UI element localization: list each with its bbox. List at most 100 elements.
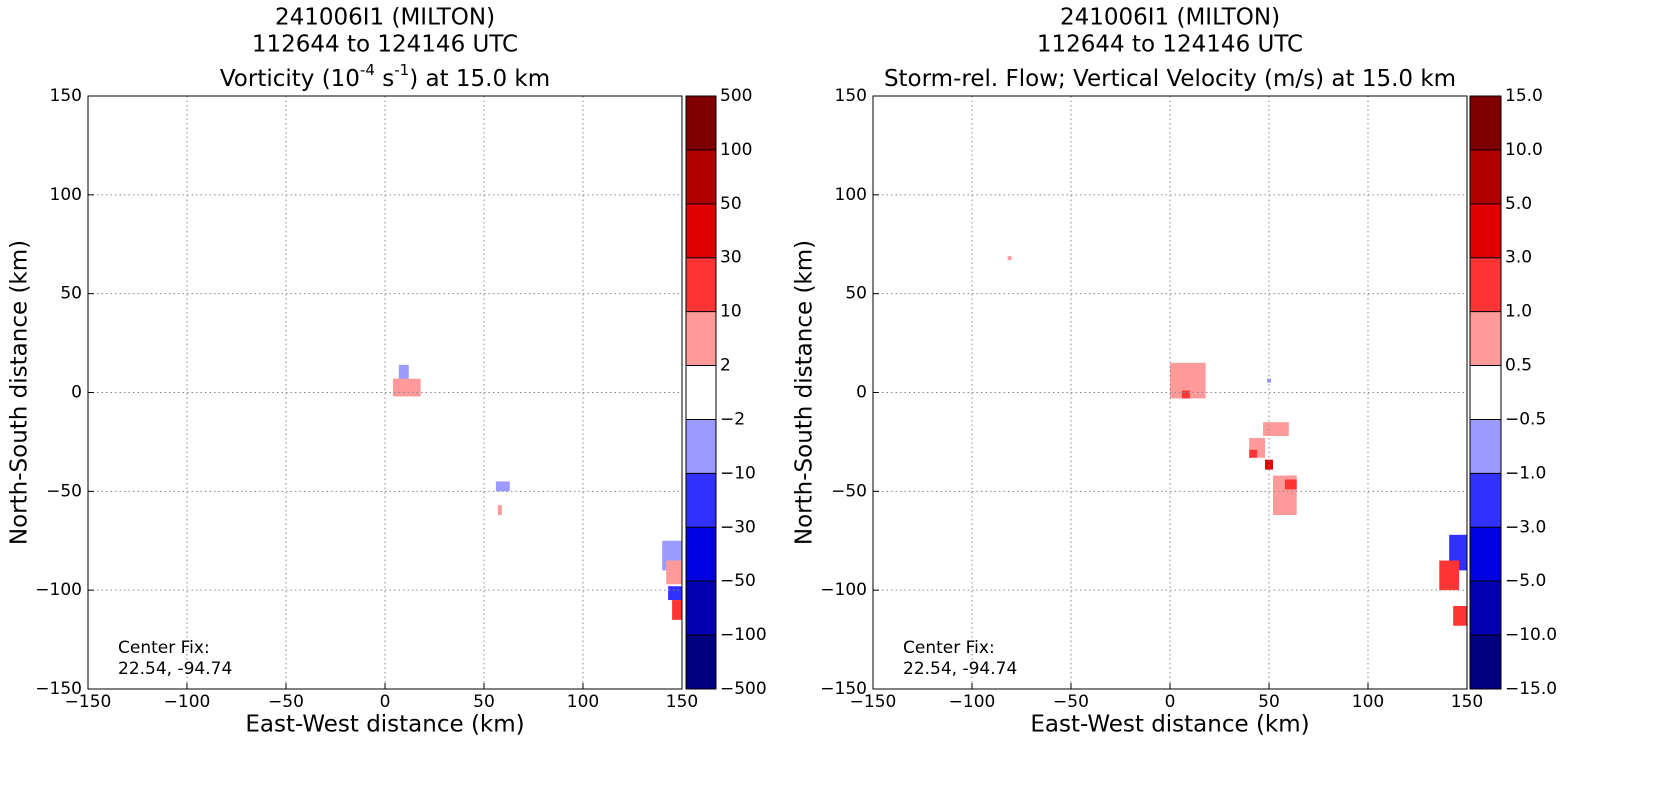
colorbar-band: [686, 635, 716, 689]
contour-region: [1007, 256, 1012, 261]
contour-region: [668, 586, 682, 601]
colorbar-band: [1470, 203, 1501, 258]
annotation: 22.54, -94.74: [118, 659, 232, 679]
colorbar-band: [686, 149, 716, 204]
title-part: s: [375, 66, 394, 92]
colorbar-band: [686, 473, 716, 528]
colorbar-band: [686, 365, 716, 420]
colorbar-label: 10.0: [1505, 140, 1543, 160]
contour-region: [392, 378, 421, 397]
title-part: ) at 15.0 km: [409, 66, 550, 92]
y-tick-label: 0: [71, 383, 82, 403]
colorbar-label: −0.5: [1505, 409, 1546, 429]
contour-region: [1263, 422, 1289, 436]
y-tick-label: 50: [845, 284, 867, 304]
contour-region: [1181, 390, 1190, 399]
colorbar-band: [1470, 149, 1501, 204]
plot-frame: [87, 95, 683, 690]
colorbar-band: [1470, 365, 1501, 420]
contour-region: [672, 600, 682, 620]
x-tick-label: 150: [666, 692, 698, 712]
colorbar-label: −3.0: [1505, 517, 1546, 537]
colorbar-band: [1470, 96, 1501, 150]
y-tick-label: −100: [820, 580, 867, 600]
contour-region: [1265, 459, 1273, 470]
contour-region: [1439, 560, 1460, 591]
colorbar-label: 3.0: [1505, 248, 1532, 268]
x-tick-label: −150: [65, 692, 112, 712]
colorbar-band: [1470, 527, 1501, 582]
x-tick-label: −100: [164, 692, 211, 712]
colorbar-band: [1470, 311, 1501, 366]
chart-title: 112644 to 124146 UTC: [252, 32, 518, 58]
chart-title: 112644 to 124146 UTC: [1037, 32, 1303, 58]
colorbar-band: [686, 96, 716, 150]
colorbar-label: −1.0: [1505, 463, 1546, 483]
colorbar-frame: [1469, 95, 1502, 690]
annotation: Center Fix:: [118, 638, 210, 658]
x-axis-label: East-West distance (km): [1030, 712, 1309, 738]
annotation: Center Fix:: [903, 638, 995, 658]
chart-title: Vorticity (10-4 s-1) at 15.0 km: [220, 61, 550, 92]
y-tick-label: 150: [835, 86, 867, 106]
colorbar-band: [686, 527, 716, 582]
y-tick-label: −150: [35, 679, 82, 699]
y-tick-label: 50: [60, 284, 82, 304]
x-axis-label: East-West distance (km): [245, 712, 524, 738]
x-tick-label: 100: [567, 692, 599, 712]
colorbar-label: 50: [720, 194, 742, 214]
y-axis-label: North-South distance (km): [7, 240, 33, 545]
colorbar-label: −15.0: [1505, 679, 1557, 699]
annotation: 22.54, -94.74: [903, 659, 1017, 679]
colorbar-label: −100: [720, 625, 767, 645]
title-part: Storm-rel. Flow; Vertical Velocity (m/s)…: [884, 66, 1456, 92]
y-tick-label: 100: [50, 185, 82, 205]
y-axis-label: North-South distance (km): [792, 240, 818, 545]
colorbar-label: −50: [720, 571, 756, 591]
x-tick-label: 0: [1165, 692, 1176, 712]
chart-title: 241006I1 (MILTON): [1060, 5, 1280, 31]
colorbar-label: −500: [720, 679, 767, 699]
colorbar-label: 2: [720, 356, 731, 376]
y-tick-label: −50: [831, 481, 867, 501]
y-tick-label: −150: [820, 679, 867, 699]
colorbar-label: −10.0: [1505, 625, 1557, 645]
colorbar-label: −30: [720, 517, 756, 537]
chart-title: Storm-rel. Flow; Vertical Velocity (m/s)…: [884, 66, 1456, 92]
colorbar-band: [686, 311, 716, 366]
x-tick-label: −50: [268, 692, 304, 712]
colorbar-label: 0.5: [1505, 356, 1532, 376]
colorbar-label: 100: [720, 140, 752, 160]
x-tick-label: 50: [1258, 692, 1280, 712]
y-tick-label: −50: [46, 481, 82, 501]
colorbar-label: 5.0: [1505, 194, 1532, 214]
y-tick-label: 100: [835, 185, 867, 205]
contour-region: [1453, 605, 1467, 626]
x-tick-label: −150: [850, 692, 897, 712]
contour-region: [497, 505, 502, 516]
colorbar-band: [1470, 635, 1501, 689]
superscript: -4: [360, 61, 375, 79]
colorbar-label: 30: [720, 248, 742, 268]
colorbar-band: [1470, 257, 1501, 312]
contour-region: [666, 560, 682, 585]
colorbar-frame: [685, 95, 717, 690]
y-tick-label: −100: [35, 580, 82, 600]
colorbar-label: −2: [720, 409, 745, 429]
x-tick-label: 0: [380, 692, 391, 712]
x-tick-label: −100: [949, 692, 996, 712]
colorbar-band: [1470, 581, 1501, 636]
chart-title: 241006I1 (MILTON): [275, 5, 495, 31]
contour-region: [1284, 479, 1297, 490]
colorbar-label: 500: [720, 86, 752, 106]
colorbar-label: 15.0: [1505, 86, 1543, 106]
colorbar-band: [686, 257, 716, 312]
x-tick-label: 100: [1352, 692, 1384, 712]
colorbar-label: −10: [720, 463, 756, 483]
y-tick-label: 0: [856, 383, 867, 403]
colorbar-band: [686, 419, 716, 474]
colorbar-band: [686, 203, 716, 258]
x-tick-label: 150: [1451, 692, 1483, 712]
y-tick-label: 150: [50, 86, 82, 106]
